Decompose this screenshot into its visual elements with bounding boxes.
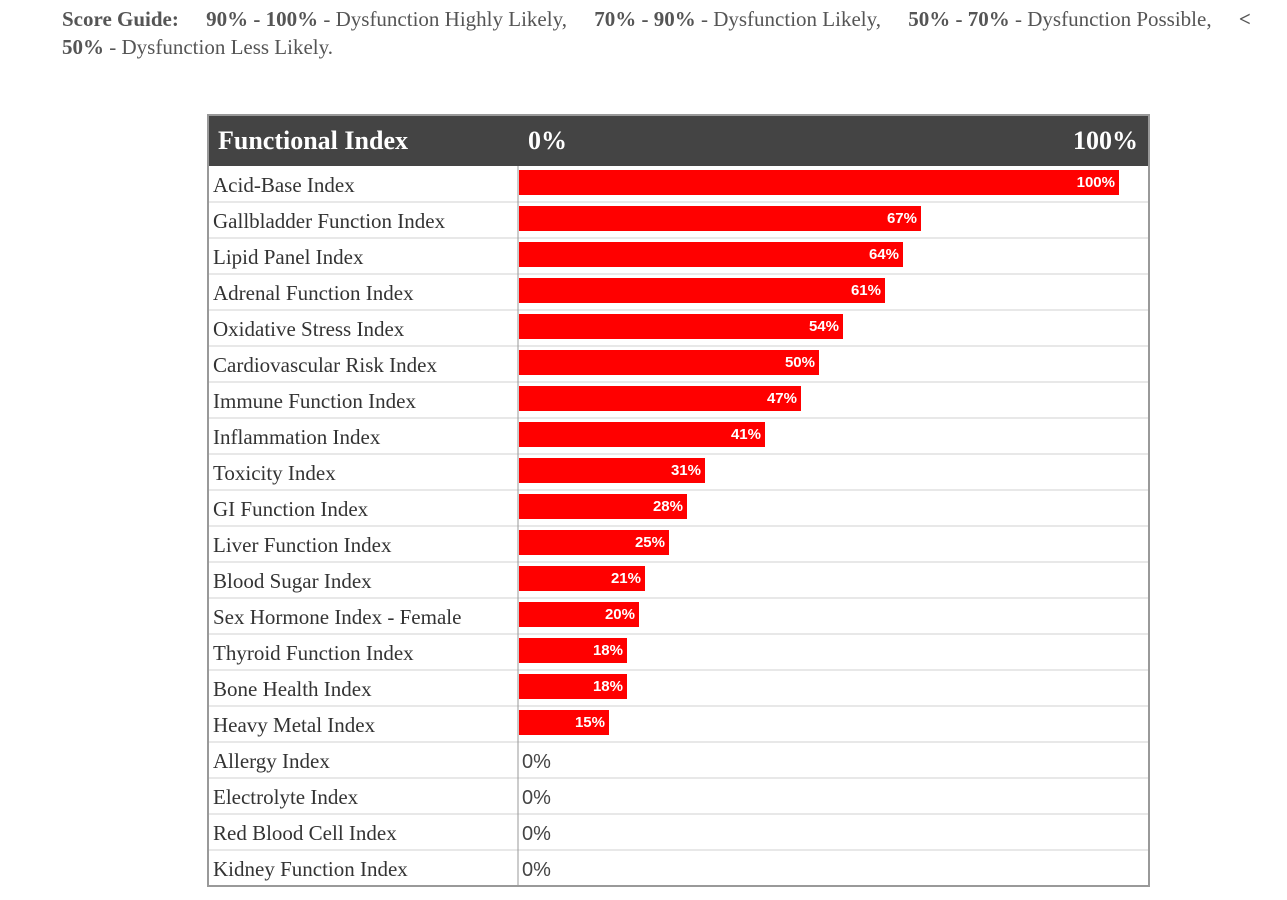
value-label: 41% [731, 426, 761, 443]
guide-range: < 50% [62, 7, 1251, 59]
category-label: Sex Hormone Index - Female [213, 605, 461, 629]
bar [519, 206, 921, 231]
guide-label: Score Guide: [62, 7, 179, 31]
x-tick-label: 0% [528, 126, 567, 155]
value-label: 21% [611, 570, 641, 587]
bar [519, 386, 801, 411]
value-label: 50% [785, 354, 815, 371]
bar [519, 242, 903, 267]
category-label: Adrenal Function Index [213, 281, 414, 305]
guide-text: - Dysfunction Possible, [1015, 7, 1212, 31]
value-label: 20% [605, 606, 635, 623]
value-label: 67% [887, 210, 917, 227]
value-label: 25% [635, 534, 665, 551]
bar [519, 350, 819, 375]
category-label: Kidney Function Index [213, 857, 408, 881]
bar [519, 638, 627, 663]
category-label: Cardiovascular Risk Index [213, 353, 437, 377]
bar [519, 314, 843, 339]
value-label: 61% [851, 282, 881, 299]
bar [519, 170, 1119, 195]
score-guide: Score Guide: 90% - 100% - Dysfunction Hi… [62, 5, 1284, 61]
value-label: 0% [522, 751, 551, 773]
category-label: GI Function Index [213, 497, 369, 521]
category-label: Thyroid Function Index [213, 641, 414, 665]
guide-text: - Dysfunction Likely, [700, 7, 881, 31]
value-label: 0% [522, 823, 551, 845]
category-label: Lipid Panel Index [213, 245, 364, 269]
guide-text: - Dysfunction Less Likely. [109, 35, 334, 59]
category-label: Allergy Index [213, 749, 330, 773]
bar [519, 602, 639, 627]
bar [519, 530, 669, 555]
category-label: Bone Health Index [213, 677, 372, 701]
category-label: Gallbladder Function Index [213, 209, 446, 233]
guide-range: 70% - 90% [594, 7, 696, 31]
value-label: 18% [593, 678, 623, 695]
column-header: Functional Index [218, 126, 408, 155]
category-label: Immune Function Index [213, 389, 416, 413]
value-label: 31% [671, 462, 701, 479]
value-label: 64% [869, 246, 899, 263]
bar [519, 422, 765, 447]
category-label: Liver Function Index [213, 533, 392, 557]
guide-range: 50% - 70% [908, 7, 1010, 31]
value-label: 18% [593, 642, 623, 659]
value-label: 15% [575, 714, 605, 731]
category-label: Acid-Base Index [213, 173, 355, 197]
category-label: Toxicity Index [213, 461, 336, 485]
category-label: Oxidative Stress Index [213, 317, 405, 341]
bar [519, 278, 885, 303]
guide-range: 90% - 100% [206, 7, 319, 31]
x-tick-label: 100% [1073, 126, 1138, 155]
value-label: 54% [809, 318, 839, 335]
value-label: 0% [522, 859, 551, 881]
category-label: Electrolyte Index [213, 785, 359, 809]
bar [519, 710, 609, 735]
category-label: Blood Sugar Index [213, 569, 372, 593]
value-label: 0% [522, 787, 551, 809]
bar [519, 566, 645, 591]
value-label: 28% [653, 498, 683, 515]
value-label: 47% [767, 390, 797, 407]
category-label: Red Blood Cell Index [213, 821, 397, 845]
header-bg [208, 115, 1149, 166]
category-label: Heavy Metal Index [213, 713, 376, 737]
table-border [207, 114, 1150, 887]
guide-text: - Dysfunction Highly Likely, [323, 7, 567, 31]
bar [519, 494, 687, 519]
category-label: Inflammation Index [213, 425, 381, 449]
bar [519, 674, 627, 699]
value-label: 100% [1077, 174, 1115, 191]
bar [519, 458, 705, 483]
